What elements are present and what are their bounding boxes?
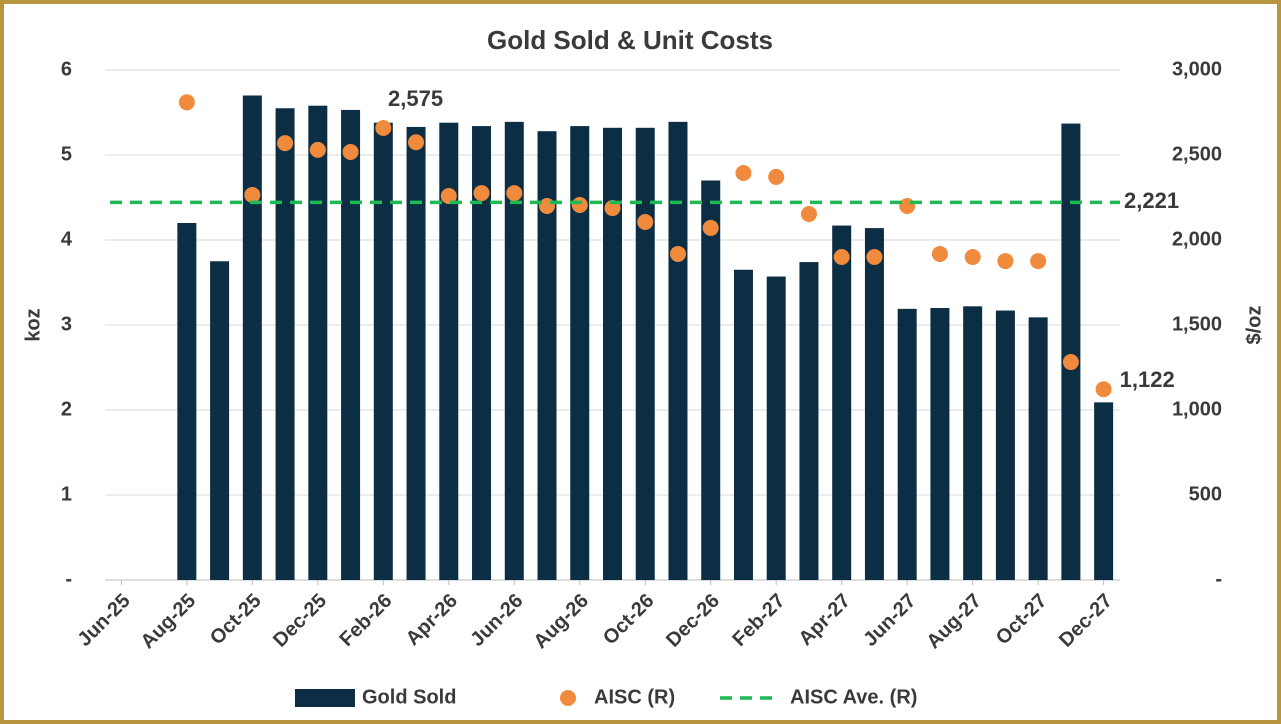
dot [473, 185, 490, 202]
y-tick-label: - [65, 568, 72, 590]
dot [702, 219, 719, 236]
bar [472, 126, 492, 580]
bar [701, 180, 721, 580]
y-axis-label: koz [22, 308, 44, 341]
bar [1061, 123, 1081, 581]
bar [406, 126, 426, 580]
bar [668, 121, 688, 580]
bar [308, 105, 328, 580]
bar [570, 126, 590, 580]
dot [997, 253, 1014, 270]
bar [799, 262, 819, 580]
bar [635, 127, 655, 581]
data-label: 2,575 [388, 86, 443, 111]
y2-tick-label: 500 [1189, 483, 1222, 505]
dot [309, 141, 326, 158]
dot [735, 165, 752, 182]
y-tick-label: 4 [61, 228, 73, 250]
bar [1094, 402, 1114, 580]
dot [277, 135, 294, 152]
y-tick-label: 2 [61, 398, 72, 420]
y-tick-label: 3 [61, 313, 72, 335]
y-tick-label: 1 [61, 483, 72, 505]
bar [766, 276, 786, 580]
dot [637, 213, 654, 230]
bar [995, 310, 1015, 580]
dot [1030, 253, 1047, 270]
y2-tick-label: 2,500 [1172, 143, 1222, 165]
y2-tick-label: 1,500 [1172, 313, 1222, 335]
bar [275, 108, 295, 580]
legend-swatch [295, 689, 355, 707]
legend-swatch [560, 690, 576, 706]
dot [342, 143, 359, 160]
bar [439, 122, 459, 580]
dot [571, 196, 588, 213]
bar [864, 228, 884, 580]
y-tick-label: 6 [61, 58, 72, 80]
dot [506, 185, 523, 202]
dot [931, 245, 948, 262]
bar [930, 308, 950, 580]
dot [1062, 354, 1079, 371]
bar [733, 269, 753, 580]
y2-axis-label: $/oz [1243, 306, 1265, 345]
bar [341, 109, 361, 580]
bar [1028, 317, 1048, 580]
bar [177, 223, 197, 580]
y-tick-label: 5 [61, 143, 72, 165]
y2-tick-label: 2,000 [1172, 228, 1222, 250]
y2-tick-label: 1,000 [1172, 398, 1222, 420]
dot [375, 119, 392, 136]
data-label: 1,122 [1120, 367, 1175, 392]
bar [832, 225, 852, 581]
legend-label: AISC (R) [594, 686, 675, 708]
average-label: 2,221 [1124, 188, 1179, 213]
dot [669, 245, 686, 262]
dot [899, 198, 916, 214]
dot [768, 168, 785, 185]
dot [440, 187, 457, 204]
dot [178, 94, 195, 111]
legend-label: Gold Sold [362, 686, 456, 708]
dot [244, 186, 261, 203]
bar [537, 131, 557, 580]
bar [373, 122, 393, 580]
bar [963, 306, 983, 580]
bar [504, 121, 524, 580]
bar [210, 261, 230, 580]
dot [964, 249, 981, 265]
dot [408, 134, 425, 151]
dot [539, 198, 556, 214]
y2-tick-label: 3,000 [1172, 58, 1222, 80]
dot [800, 205, 817, 222]
dot [1095, 381, 1112, 398]
bar [242, 95, 262, 580]
chart-title: Gold Sold & Unit Costs [487, 25, 773, 55]
dot [866, 249, 883, 265]
y2-tick-label: - [1215, 568, 1222, 590]
dot [833, 249, 850, 265]
bar [603, 127, 622, 581]
bar [897, 308, 917, 580]
legend-label: AISC Ave. (R) [790, 686, 917, 708]
